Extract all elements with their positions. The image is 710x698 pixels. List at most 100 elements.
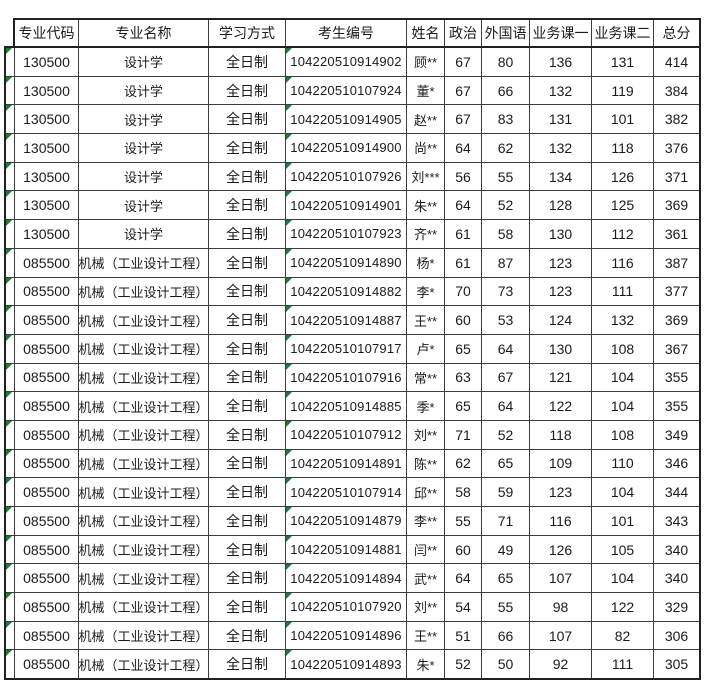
table-row: 085500 机械（工业设计工程） 全日制 104220510107916 常*…: [6, 363, 699, 393]
cell-major-code: 085500: [15, 478, 79, 506]
error-indicator-icon: [6, 363, 12, 370]
candidate-id-value: 104220510107920: [290, 599, 402, 615]
table-row: 130500 设计学 全日制 104220510914901 朱** 64 52…: [6, 191, 699, 221]
cell-major-name: 机械（工业设计工程）: [79, 564, 209, 593]
cell-study-mode: 全日制: [209, 420, 286, 449]
cell-study-mode: 全日制: [209, 134, 286, 162]
error-indicator-icon: [286, 535, 292, 542]
table-row: 085500 机械（工业设计工程） 全日制 104220510914893 朱*…: [6, 650, 699, 679]
error-indicator-icon: [6, 134, 12, 141]
cell-candidate-id: 104220510914894: [286, 564, 407, 593]
cell-leading-narrow: [6, 392, 15, 420]
cell-course-one: 123: [530, 248, 592, 277]
cell-name: 李**: [407, 507, 445, 535]
cell-major-code: 085500: [15, 449, 79, 478]
cell-foreign-language: 50: [482, 650, 530, 679]
cell-leading-narrow: [6, 220, 15, 248]
error-indicator-icon: [286, 306, 292, 313]
table-row: 085500 机械（工业设计工程） 全日制 104220510914896 王*…: [6, 621, 699, 651]
cell-study-mode: 全日制: [209, 334, 286, 363]
header-foreign-language: 外国语: [482, 20, 530, 46]
cell-major-code: 130500: [15, 220, 79, 248]
cell-course-two: 105: [592, 535, 654, 564]
cell-major-name: 机械（工业设计工程）: [79, 248, 209, 277]
table-row: 085500 机械（工业设计工程） 全日制 104220510107920 刘*…: [6, 593, 699, 622]
cell-major-code: 085500: [15, 392, 79, 420]
cell-major-name: 设计学: [79, 191, 209, 220]
cell-course-two: 110: [592, 449, 654, 478]
cell-course-one: 136: [530, 48, 592, 76]
cell-course-two: 108: [592, 334, 654, 363]
table-row: 085500 机械（工业设计工程） 全日制 104220510914881 闫*…: [6, 535, 699, 565]
cell-major-code: 085500: [15, 507, 79, 535]
cell-politics: 61: [445, 248, 482, 277]
error-indicator-icon: [286, 593, 292, 600]
cell-name: 刘**: [407, 593, 445, 621]
cell-politics: 61: [445, 220, 482, 248]
cell-foreign-language: 62: [482, 134, 530, 162]
cell-course-two: 125: [592, 191, 654, 220]
cell-study-mode: 全日制: [209, 363, 286, 392]
cell-foreign-language: 83: [482, 105, 530, 134]
cell-foreign-language: 66: [482, 76, 530, 105]
cell-foreign-language: 65: [482, 449, 530, 478]
header-major-code: 专业代码: [15, 20, 79, 46]
cell-major-code: 085500: [15, 277, 79, 306]
cell-course-two: 119: [592, 76, 654, 105]
cell-total-score: 343: [654, 507, 699, 535]
cell-foreign-language: 53: [482, 306, 530, 334]
cell-candidate-id: 104220510914890: [286, 248, 407, 277]
cell-total-score: 371: [654, 162, 699, 191]
cell-candidate-id: 104220510914882: [286, 277, 407, 306]
cell-major-name: 机械（工业设计工程）: [79, 306, 209, 334]
cell-total-score: 367: [654, 334, 699, 363]
table-row: 085500 机械（工业设计工程） 全日制 104220510914879 李*…: [6, 507, 699, 536]
cell-total-score: 340: [654, 564, 699, 593]
cell-total-score: 369: [654, 191, 699, 220]
cell-course-one: 126: [530, 535, 592, 564]
cell-candidate-id: 104220510107924: [286, 76, 407, 105]
table-row: 130500 设计学 全日制 104220510914902 顾** 67 80…: [6, 48, 699, 77]
cell-major-code: 130500: [15, 48, 79, 76]
cell-foreign-language: 65: [482, 564, 530, 593]
cell-study-mode: 全日制: [209, 535, 286, 564]
cell-course-one: 118: [530, 420, 592, 449]
cell-major-code: 130500: [15, 162, 79, 191]
candidate-id-value: 104220510914900: [290, 140, 402, 156]
cell-course-one: 116: [530, 507, 592, 535]
cell-name: 武**: [407, 564, 445, 593]
cell-candidate-id: 104220510914902: [286, 48, 407, 76]
error-indicator-icon: [286, 191, 292, 198]
cell-course-one: 132: [530, 134, 592, 162]
cell-leading-narrow: [6, 449, 15, 478]
cell-name: 常**: [407, 363, 445, 392]
cell-course-two: 118: [592, 134, 654, 162]
cell-politics: 60: [445, 306, 482, 334]
cell-study-mode: 全日制: [209, 449, 286, 478]
score-table: 专业代码 专业名称 学习方式 考生编号 姓名 政治 外国语 业务课一 业务课二 …: [4, 18, 701, 680]
cell-major-name: 机械（工业设计工程）: [79, 593, 209, 621]
error-indicator-icon: [286, 507, 292, 513]
cell-major-code: 130500: [15, 76, 79, 105]
cell-course-one: 123: [530, 277, 592, 306]
cell-course-one: 124: [530, 306, 592, 334]
error-indicator-icon: [286, 76, 292, 83]
cell-major-name: 设计学: [79, 162, 209, 191]
table-row: 085500 机械（工业设计工程） 全日制 104220510914894 武*…: [6, 564, 699, 594]
cell-candidate-id: 104220510107912: [286, 420, 407, 449]
cell-foreign-language: 52: [482, 191, 530, 220]
cell-politics: 58: [445, 478, 482, 506]
cell-politics: 65: [445, 334, 482, 363]
cell-leading-narrow: [6, 277, 15, 306]
cell-candidate-id: 104220510107916: [286, 363, 407, 392]
cell-total-score: 340: [654, 535, 699, 564]
cell-politics: 64: [445, 564, 482, 593]
error-indicator-icon: [6, 76, 12, 83]
cell-politics: 70: [445, 277, 482, 306]
cell-politics: 71: [445, 420, 482, 449]
cell-name: 朱*: [407, 650, 445, 679]
cell-leading-narrow: [6, 363, 15, 392]
error-indicator-icon: [286, 105, 292, 112]
error-indicator-icon: [286, 363, 292, 370]
header-total-score: 总分: [654, 20, 699, 46]
